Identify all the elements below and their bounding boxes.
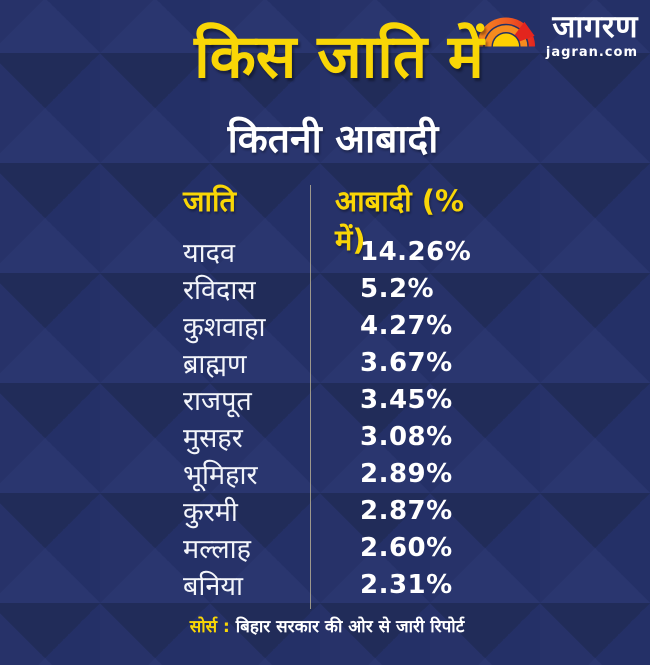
source-note: सोर्स : बिहार सरकार की ओर से जारी रिपोर्…	[2, 614, 650, 637]
column-header-caste: जाति	[183, 184, 237, 218]
table-row: यादव 14.26%	[183, 233, 483, 270]
column-header-population: आबादी (% में)	[335, 184, 465, 257]
table-row: बनिया 2.31%	[183, 566, 483, 603]
caste-name: ब्राह्मण	[183, 349, 247, 380]
caste-population-value: 2.60%	[360, 532, 453, 563]
table-row: भूमिहार 2.89%	[183, 455, 483, 492]
caste-name: राजपूत	[183, 386, 252, 417]
table-header-row: जाति आबादी (% में)	[183, 181, 483, 257]
caste-population-value: 2.87%	[360, 495, 453, 526]
logo-text-block: जागरण jagran.com	[545, 9, 638, 60]
source-text: बिहार सरकार की ओर से जारी रिपोर्ट	[229, 617, 465, 637]
caste-population-value: 2.89%	[360, 458, 453, 489]
table-row: मल्लाह 2.60%	[183, 529, 483, 566]
caste-population-value: 2.31%	[360, 569, 453, 600]
table-row: रविदास 5.2%	[183, 270, 483, 307]
caste-name: मुसहर	[183, 423, 243, 454]
caste-name: कुशवाहा	[183, 312, 266, 343]
table-row: राजपूत 3.45%	[183, 381, 483, 418]
table-row: ब्राह्मण 3.67%	[183, 344, 483, 381]
sunrise-icon	[476, 17, 535, 47]
caste-name: भूमिहार	[183, 460, 258, 491]
caste-population-value: 3.08%	[360, 421, 453, 452]
caste-name: कुरमी	[183, 497, 238, 528]
caste-population-value: 5.2%	[360, 273, 435, 304]
caste-population-value: 14.26%	[360, 236, 472, 267]
page-subtitle: कितनी आबादी	[227, 117, 439, 162]
caste-population-value: 3.67%	[360, 347, 453, 378]
caste-name: रविदास	[183, 275, 256, 306]
caste-name: मल्लाह	[183, 534, 251, 565]
caste-population-value: 3.45%	[360, 384, 453, 415]
caste-population-table: जाति आबादी (% में) यादव 14.26% रविदास 5.…	[183, 181, 483, 609]
logo-brand-name: जागरण	[552, 9, 638, 45]
caste-population-value: 4.27%	[360, 310, 453, 341]
caste-name: बनिया	[183, 571, 244, 602]
source-label: सोर्स :	[189, 617, 230, 637]
jagran-logo: जागरण jagran.com	[475, 12, 638, 59]
table-row: कुरमी 2.87%	[183, 492, 483, 529]
table-row: कुशवाहा 4.27%	[183, 307, 483, 344]
logo-domain: jagran.com	[545, 45, 638, 60]
table-row: मुसहर 3.08%	[183, 418, 483, 455]
page-title: किस जाति में	[194, 22, 484, 92]
caste-name: यादव	[183, 238, 236, 269]
